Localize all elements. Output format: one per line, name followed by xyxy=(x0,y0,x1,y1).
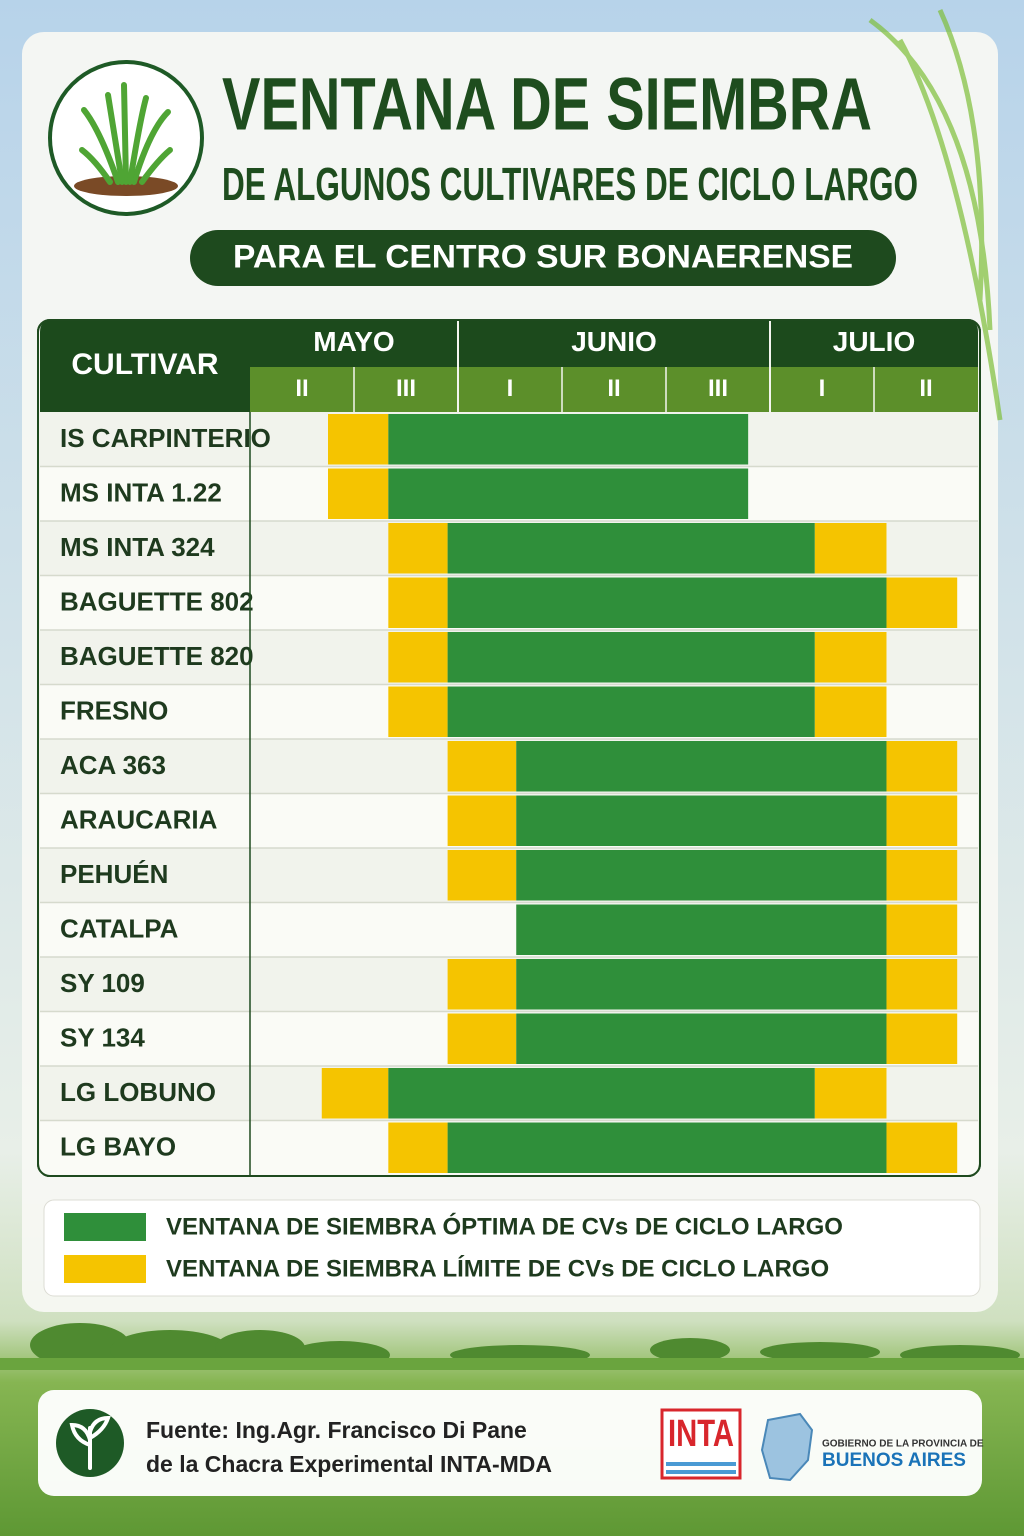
limit-window xyxy=(328,468,389,519)
limit-window xyxy=(886,1013,958,1064)
optimal-window xyxy=(388,468,749,519)
legend-label: VENTANA DE SIEMBRA ÓPTIMA DE CVs DE CICL… xyxy=(166,1212,843,1240)
header-bg xyxy=(40,320,978,412)
limit-window xyxy=(388,577,448,628)
cultivar-header: CULTIVAR xyxy=(71,348,219,381)
optimal-window xyxy=(516,795,887,846)
limit-window xyxy=(814,632,887,683)
cultivar-name: FRESNO xyxy=(60,696,168,726)
legend: VENTANA DE SIEMBRA ÓPTIMA DE CVs DE CICL… xyxy=(64,1212,843,1283)
limit-window xyxy=(388,686,448,737)
cultivar-name: MS INTA 324 xyxy=(60,532,215,562)
optimal-window xyxy=(447,577,887,628)
cultivar-name: MS INTA 1.22 xyxy=(60,478,222,508)
cultivar-name: BAGUETTE 802 xyxy=(60,587,254,617)
source-line: Fuente: Ing.Agr. Francisco Di Pane xyxy=(146,1417,527,1443)
subtitle: DE ALGUNOS CULTIVARES DE CICLO LARGO xyxy=(222,158,918,210)
decade-label: I xyxy=(507,375,514,402)
optimal-window xyxy=(516,959,887,1010)
cultivar-name: LG LOBUNO xyxy=(60,1077,216,1107)
limit-window xyxy=(447,741,517,792)
legend-swatch xyxy=(64,1255,146,1283)
optimal-window xyxy=(516,850,887,901)
cultivar-name: SY 109 xyxy=(60,968,145,998)
decade-label: I xyxy=(819,375,826,402)
decade-label: III xyxy=(708,375,728,402)
cultivar-name: PEHUÉN xyxy=(60,859,168,889)
gov-line: GOBIERNO DE LA PROVINCIA DE xyxy=(822,1439,984,1450)
limit-window xyxy=(388,1122,448,1173)
legend-box xyxy=(43,1199,981,1297)
cultivar-name: IS CARPINTERIO xyxy=(60,423,271,453)
month-label: JUNIO xyxy=(571,326,657,357)
decade-label: II xyxy=(295,375,308,402)
province-map xyxy=(760,1412,814,1482)
region-pill xyxy=(190,230,896,286)
optimal-window xyxy=(388,414,749,465)
month-label: JULIO xyxy=(833,326,915,357)
limit-window xyxy=(447,795,517,846)
limit-window xyxy=(814,686,887,737)
optimal-window xyxy=(447,523,815,574)
grass-decoration xyxy=(868,8,1003,421)
cultivar-name: ACA 363 xyxy=(60,750,166,780)
limit-window xyxy=(388,523,448,574)
inta-text: INTA xyxy=(668,1413,734,1455)
limit-window xyxy=(886,1122,958,1173)
optimal-window xyxy=(516,904,887,955)
limit-window xyxy=(886,959,958,1010)
cultivar-name: BAGUETTE 820 xyxy=(60,641,254,671)
limit-window xyxy=(886,795,958,846)
decade-label: II xyxy=(919,375,932,402)
limit-window xyxy=(388,632,448,683)
optimal-window xyxy=(447,1122,887,1173)
optimal-window xyxy=(388,1068,815,1119)
decade-bg xyxy=(250,367,978,412)
cultivar-name: LG BAYO xyxy=(60,1132,176,1162)
limit-window xyxy=(886,850,958,901)
limit-window xyxy=(328,414,389,465)
optimal-window xyxy=(447,632,815,683)
limit-window xyxy=(447,850,517,901)
limit-window xyxy=(814,1068,887,1119)
optimal-window xyxy=(516,1013,887,1064)
title: VENTANA DE SIEMBRA xyxy=(222,63,872,146)
cultivar-name: CATALPA xyxy=(60,914,179,944)
legend-swatch xyxy=(64,1213,146,1241)
logo xyxy=(48,60,204,216)
legend-label: VENTANA DE SIEMBRA LÍMITE DE CVs DE CICL… xyxy=(166,1254,829,1282)
footer-icon xyxy=(56,1409,124,1477)
limit-window xyxy=(447,1013,517,1064)
table-border xyxy=(37,319,981,1177)
optimal-window xyxy=(516,741,887,792)
decade-label: II xyxy=(607,375,620,402)
footer-card xyxy=(38,1390,982,1496)
limit-window xyxy=(886,741,958,792)
cultivar-name: SY 134 xyxy=(60,1023,145,1053)
limit-window xyxy=(886,577,958,628)
source-line: de la Chacra Experimental INTA-MDA xyxy=(146,1451,552,1477)
cultivar-name: ARAUCARIA xyxy=(60,805,218,835)
limit-window xyxy=(814,523,887,574)
decade-label: III xyxy=(396,375,416,402)
gov-name: BUENOS AIRES xyxy=(822,1450,966,1471)
month-label: MAYO xyxy=(313,326,394,357)
tree-line xyxy=(0,1323,1024,1370)
region: PARA EL CENTRO SUR BONAERENSE xyxy=(233,238,853,274)
limit-window xyxy=(321,1068,389,1119)
limit-window xyxy=(447,959,517,1010)
limit-window xyxy=(886,904,958,955)
optimal-window xyxy=(447,686,815,737)
inta-logo: INTA xyxy=(660,1408,742,1480)
